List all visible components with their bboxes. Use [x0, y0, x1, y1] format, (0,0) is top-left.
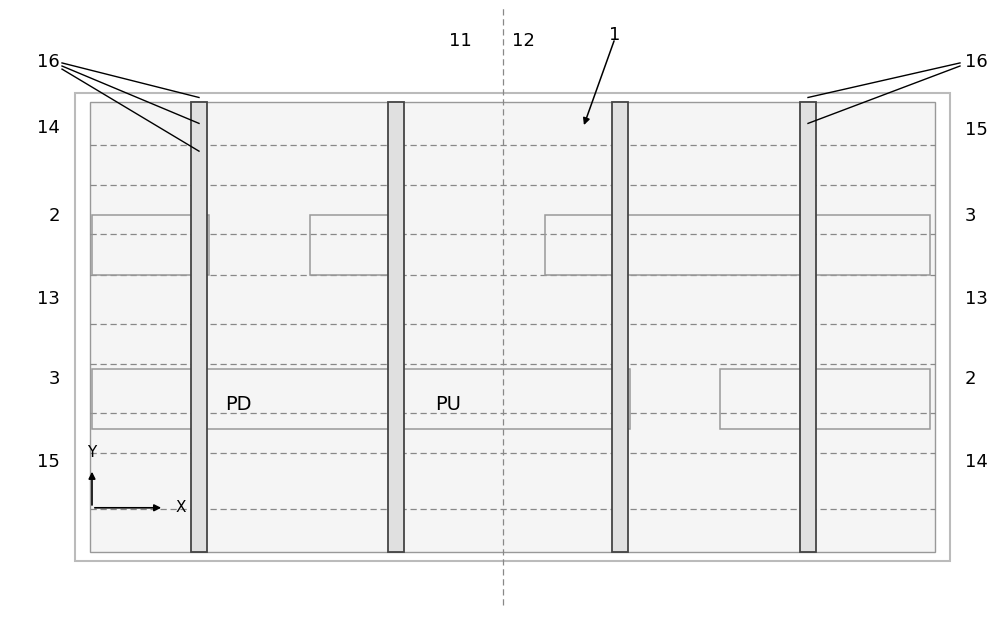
Text: 15: 15 — [965, 120, 988, 139]
Bar — [388, 102, 404, 552]
Bar — [545, 215, 930, 275]
Text: PD: PD — [225, 395, 252, 413]
Text: PU: PU — [435, 395, 461, 413]
Text: Y: Y — [87, 445, 97, 460]
Bar — [92, 215, 209, 275]
Text: X: X — [176, 500, 186, 515]
Text: 13: 13 — [37, 290, 60, 308]
Bar — [612, 102, 628, 552]
Text: 12: 12 — [512, 31, 534, 50]
Bar — [800, 102, 816, 552]
Bar — [90, 102, 935, 552]
Text: 2: 2 — [48, 207, 60, 225]
Bar — [92, 369, 390, 429]
Text: 16: 16 — [965, 52, 988, 71]
Text: 14: 14 — [37, 118, 60, 137]
Bar — [75, 93, 950, 561]
Bar — [720, 369, 930, 429]
Bar — [395, 369, 630, 429]
Text: 2: 2 — [965, 370, 976, 389]
Text: 3: 3 — [965, 207, 976, 225]
Text: 1: 1 — [609, 25, 621, 44]
Text: 13: 13 — [965, 290, 988, 308]
Bar — [310, 215, 402, 275]
Text: 14: 14 — [965, 452, 988, 471]
Bar — [191, 102, 207, 552]
Text: 3: 3 — [48, 370, 60, 389]
Text: 16: 16 — [37, 52, 60, 71]
Text: 11: 11 — [449, 31, 471, 50]
Text: 15: 15 — [37, 452, 60, 471]
